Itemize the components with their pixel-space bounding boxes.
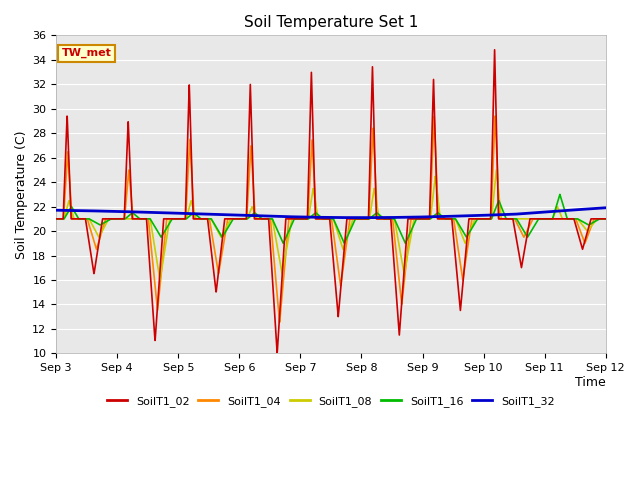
Y-axis label: Soil Temperature (C): Soil Temperature (C): [15, 130, 28, 259]
Title: Soil Temperature Set 1: Soil Temperature Set 1: [244, 15, 418, 30]
X-axis label: Time: Time: [575, 376, 605, 389]
Legend: SoilT1_02, SoilT1_04, SoilT1_08, SoilT1_16, SoilT1_32: SoilT1_02, SoilT1_04, SoilT1_08, SoilT1_…: [102, 392, 559, 411]
Text: TW_met: TW_met: [61, 48, 111, 59]
